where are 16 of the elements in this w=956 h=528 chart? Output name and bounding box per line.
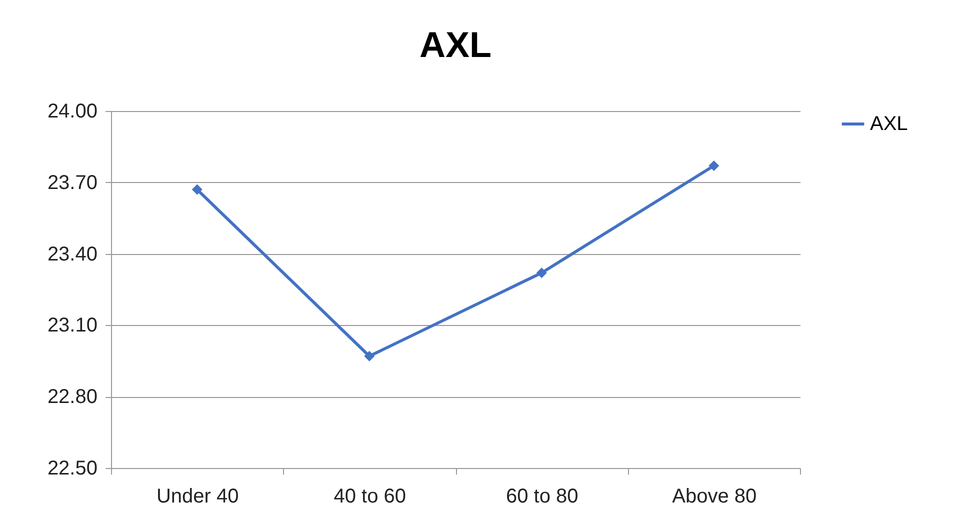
y-tick-label: 22.50: [47, 458, 98, 480]
x-tick-label: 40 to 60: [334, 486, 406, 508]
point: [536, 268, 547, 278]
y-tick-label: 23.70: [47, 172, 98, 194]
y-tick-label: 24.00: [47, 100, 98, 122]
y-tick-label: 22.80: [47, 386, 98, 408]
legend-label: AXL: [870, 113, 908, 135]
x-tick-label: 60 to 80: [506, 486, 578, 508]
point: [364, 350, 375, 362]
chart-title: AXL: [420, 24, 492, 65]
x-tick-label: Above 80: [672, 486, 757, 508]
x-tick-label: Under 40: [156, 486, 239, 508]
y-tick-label: 23.10: [47, 314, 98, 337]
point: [708, 160, 720, 171]
y-tick-label: 23.40: [47, 243, 98, 266]
point: [192, 184, 202, 195]
